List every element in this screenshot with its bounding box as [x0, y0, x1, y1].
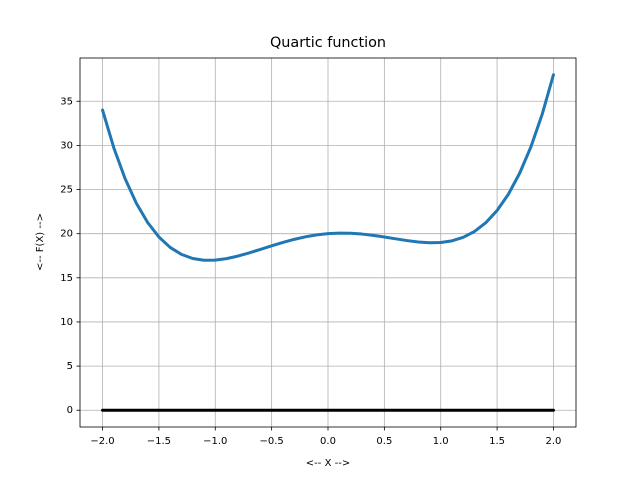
y-tick-label: 25 [60, 185, 73, 196]
x-tick-label: 0.5 [376, 436, 392, 447]
x-tick-label: −1.0 [203, 436, 227, 447]
data-line [101, 73, 555, 262]
y-tick-label: 0 [67, 405, 73, 416]
x-tick-label: 2.0 [546, 436, 562, 447]
x-tick-label: 1.5 [489, 436, 505, 447]
chart-title: Quartic function [270, 35, 386, 51]
y-tick-label: 15 [60, 273, 73, 284]
x-tick-label: 1.0 [433, 436, 449, 447]
x-tick-label: −2.0 [90, 436, 114, 447]
x-tick-label: −0.5 [259, 436, 283, 447]
x-axis-label: <-- X --> [306, 458, 350, 469]
y-tick-label: 35 [60, 96, 73, 107]
y-tick-label: 30 [60, 140, 73, 151]
y-tick-label: 20 [60, 229, 73, 240]
y-tick-label: 5 [67, 361, 73, 372]
y-tick-label: 10 [60, 317, 73, 328]
y-axis-label: <-- F(X) --> [35, 213, 46, 271]
x-tick-label: 0.0 [320, 436, 336, 447]
x-tick-label: −1.5 [147, 436, 171, 447]
